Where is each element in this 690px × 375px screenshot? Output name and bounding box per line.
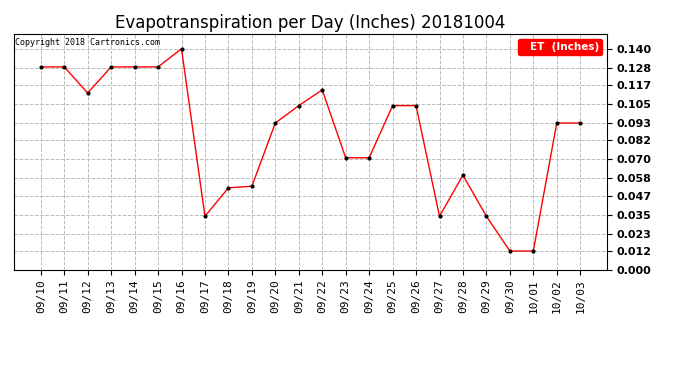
Title: Evapotranspiration per Day (Inches) 20181004: Evapotranspiration per Day (Inches) 2018…	[115, 14, 506, 32]
Text: Copyright 2018 Cartronics.com: Copyright 2018 Cartronics.com	[15, 39, 160, 48]
Legend: ET  (Inches): ET (Inches)	[518, 39, 602, 55]
